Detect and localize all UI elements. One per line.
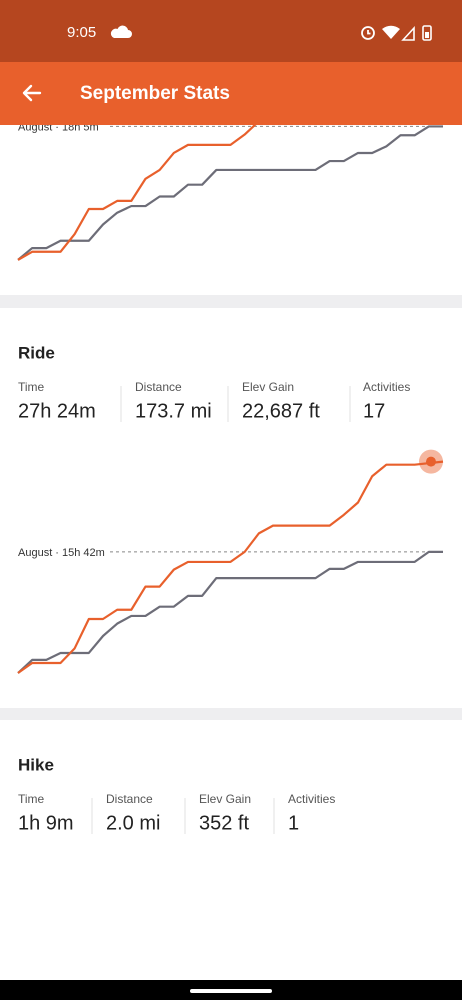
chart: August · 15h 42m (17, 449, 444, 674)
reference-label: August · 18h 5m (18, 121, 99, 133)
page-title: September Stats (80, 83, 230, 104)
section-title: Hike (18, 755, 54, 774)
stat-value: 1 (288, 812, 299, 834)
series-line (17, 125, 443, 261)
stat-value: 22,687 ft (242, 400, 320, 422)
stat-value: 173.7 mi (135, 400, 212, 422)
series-line (17, 125, 257, 261)
stat-label: Elev Gain (242, 380, 294, 394)
divider (0, 295, 462, 308)
wifi-icon (382, 25, 400, 39)
cloud-icon (110, 25, 132, 38)
stat-label: Distance (106, 792, 153, 806)
section-title: Ride (18, 343, 55, 362)
stat-value: 352 ft (199, 812, 249, 834)
current-marker (426, 456, 436, 467)
stat-label: Activities (363, 380, 410, 394)
stat-label: Activities (288, 792, 335, 806)
series-line (17, 550, 443, 674)
status-time: 9:05 (67, 24, 96, 41)
app-bar (0, 62, 462, 125)
stat-label: Elev Gain (199, 792, 251, 806)
stat-value: 2.0 mi (106, 812, 160, 834)
series-line (17, 460, 444, 674)
stat-label: Distance (135, 380, 182, 394)
battery-level (425, 32, 429, 38)
signal-icon (401, 25, 415, 41)
stat-value: 27h 24m (18, 400, 96, 422)
reference-label: August · 15h 42m (18, 547, 105, 559)
stat-label: Time (18, 792, 45, 806)
battery-icon (422, 25, 432, 41)
alarm-icon (361, 26, 375, 40)
divider (0, 708, 462, 720)
back-button[interactable] (22, 84, 42, 102)
chart: August · 18h 5m (17, 121, 443, 261)
stat-value: 17 (363, 400, 385, 422)
stat-label: Time (18, 380, 45, 394)
stat-value: 1h 9m (18, 812, 74, 834)
home-handle[interactable] (190, 989, 272, 993)
